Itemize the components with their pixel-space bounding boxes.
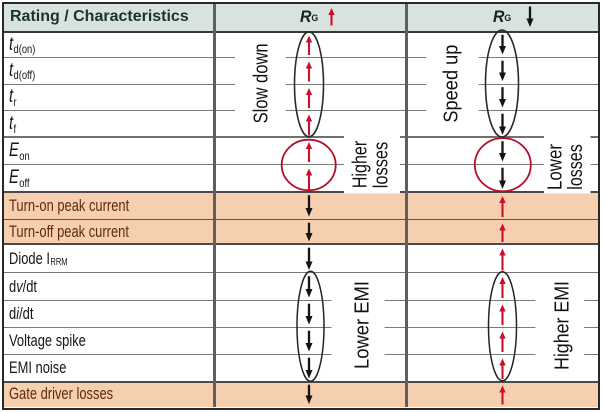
svg-text:Higher EMI: Higher EMI xyxy=(552,281,574,370)
svg-text:losses: losses xyxy=(565,144,587,190)
svg-text:Lower EMI: Lower EMI xyxy=(352,281,374,369)
svg-text:losses: losses xyxy=(371,142,393,189)
svg-text:Higher: Higher xyxy=(350,140,372,188)
svg-text:Speed up: Speed up xyxy=(441,45,463,123)
svg-text:Lower: Lower xyxy=(545,144,567,190)
svg-text:Slow down: Slow down xyxy=(251,43,273,123)
